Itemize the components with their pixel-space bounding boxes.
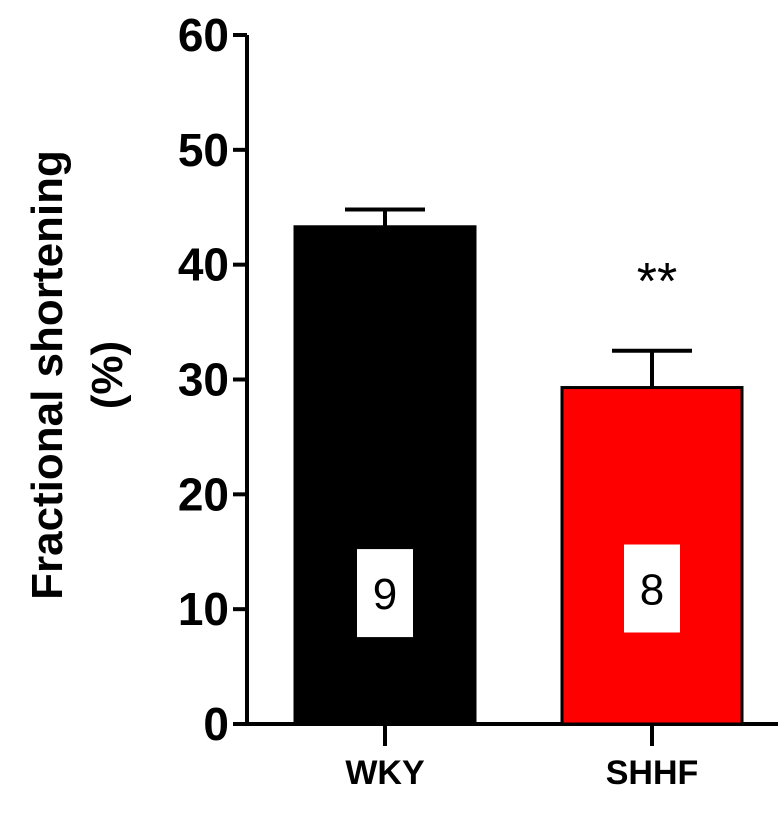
- y-tick-label: 20: [178, 468, 229, 520]
- x-axis: WKY SHHF: [245, 722, 778, 792]
- x-tick-label: SHHF: [606, 754, 699, 792]
- x-tick-label: WKY: [345, 754, 425, 792]
- y-tick-label: 50: [178, 124, 229, 176]
- y-tick-label: 10: [178, 583, 229, 635]
- y-tick-label: 0: [203, 698, 229, 750]
- significance-marker: **: [637, 253, 677, 311]
- n-label-box: [357, 549, 413, 638]
- n-label-box: [624, 544, 680, 633]
- y-tick-label: 30: [178, 354, 229, 406]
- y-axis-title-line-1: Fractional shortening: [23, 150, 72, 600]
- bar-wky: [293, 225, 477, 726]
- annotations: 9 8 **: [357, 253, 680, 638]
- y-axis-title-line-2: (%): [83, 341, 132, 409]
- error-bars: [345, 207, 692, 388]
- y-tick-label: 40: [178, 239, 229, 291]
- n-label: 9: [373, 570, 397, 619]
- y-axis-title: Fractional shortening (%): [23, 150, 132, 600]
- bars: [293, 225, 744, 726]
- y-axis: 0 10 20 30 40 50 60: [178, 9, 249, 750]
- n-label: 8: [640, 565, 664, 614]
- y-tick-label: 60: [178, 9, 229, 61]
